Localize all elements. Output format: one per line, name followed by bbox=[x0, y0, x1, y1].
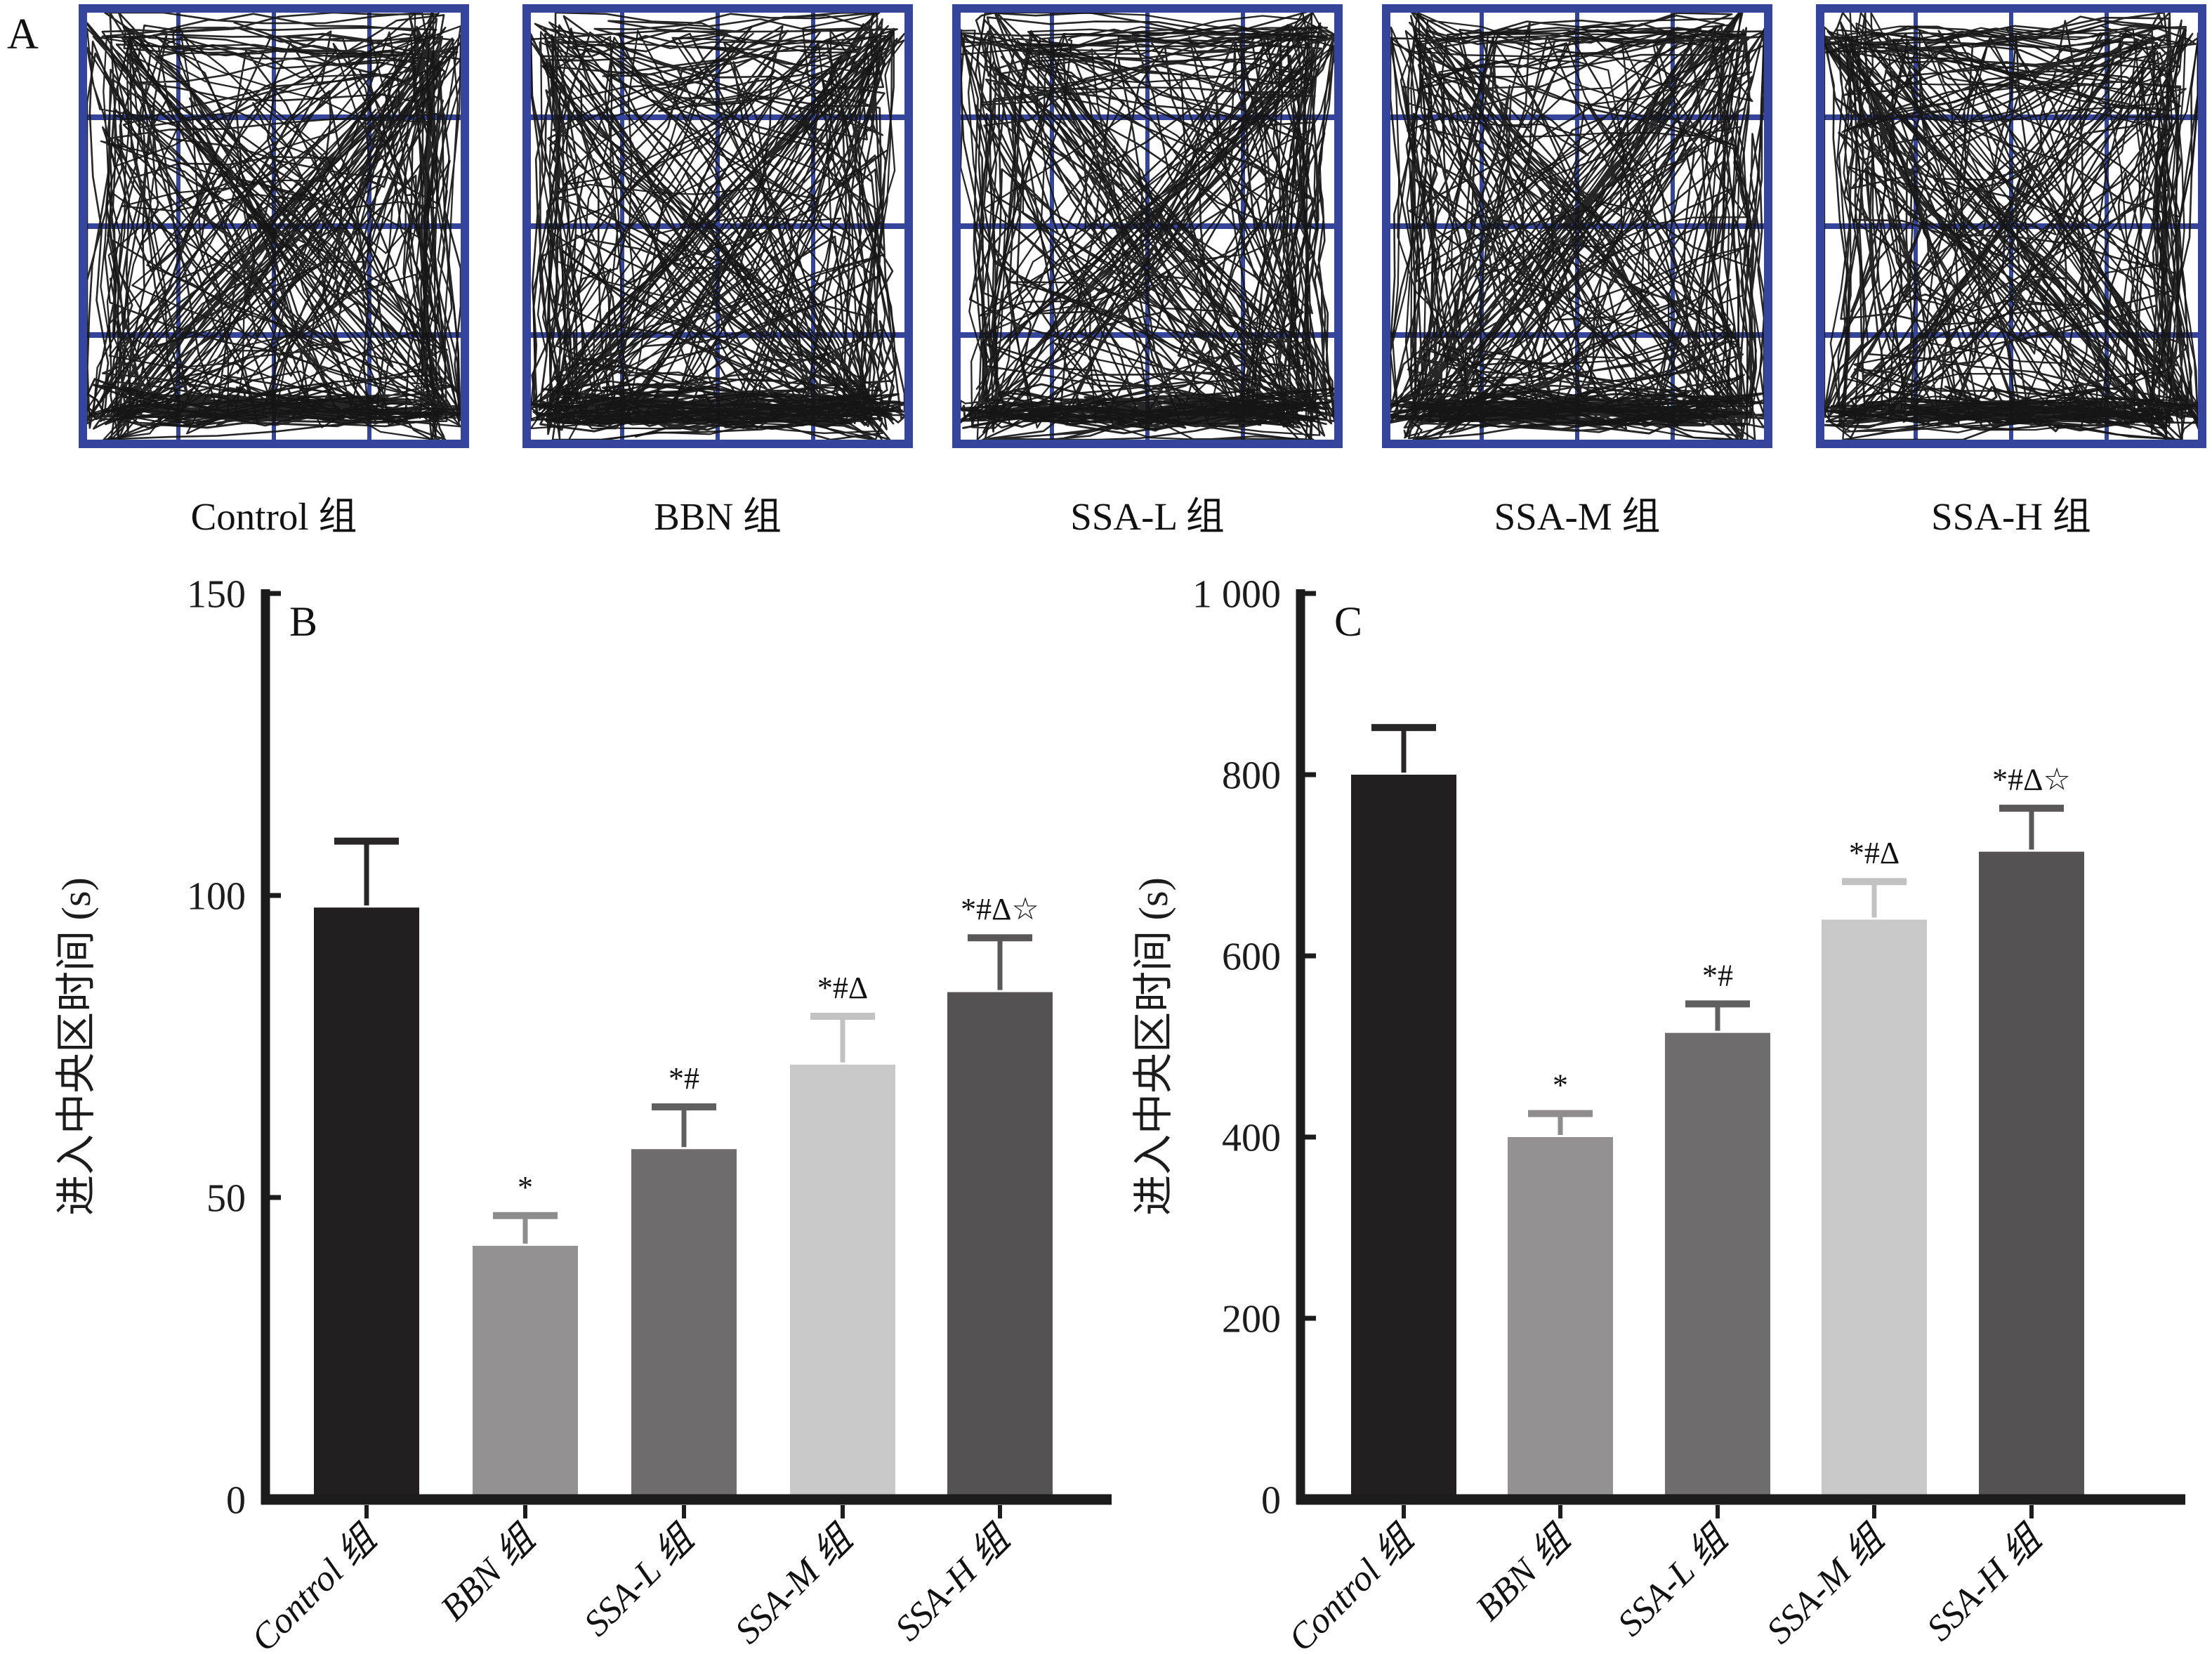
svg-text:0: 0 bbox=[226, 1479, 246, 1523]
svg-text:1 000: 1 000 bbox=[1192, 573, 1281, 617]
svg-text:400: 400 bbox=[1222, 1117, 1281, 1160]
trace-group-ssa-l: SSA-L 组 bbox=[952, 4, 1343, 538]
svg-text:SSA-M 组: SSA-M 组 bbox=[1759, 1517, 1893, 1651]
trace-group-label: SSA-H 组 bbox=[1931, 495, 2091, 538]
svg-text:*#: *# bbox=[669, 1061, 699, 1096]
svg-text:200: 200 bbox=[1222, 1298, 1281, 1341]
svg-text:*#Δ: *#Δ bbox=[817, 971, 868, 1005]
svg-text:BBN 组: BBN 组 bbox=[433, 1517, 545, 1629]
svg-text:50: 50 bbox=[206, 1177, 246, 1221]
svg-text:*#: *# bbox=[1702, 958, 1733, 992]
svg-text:*#Δ☆: *#Δ☆ bbox=[961, 892, 1039, 926]
svg-text:600: 600 bbox=[1222, 936, 1281, 979]
svg-text:150: 150 bbox=[187, 573, 246, 617]
svg-text:进入中央区时间 (s): 进入中央区时间 (s) bbox=[53, 877, 99, 1216]
trace-group-ssa-h: SSA-H 组 bbox=[1816, 4, 2206, 538]
svg-text:*#Δ: *#Δ bbox=[1849, 836, 1900, 870]
trace-group-label: Control 组 bbox=[190, 495, 357, 538]
trace-group-label: BBN 组 bbox=[654, 495, 782, 538]
svg-text:C: C bbox=[1334, 598, 1362, 645]
svg-text:SSA-L 组: SSA-L 组 bbox=[1610, 1517, 1737, 1643]
svg-text:SSA-M 组: SSA-M 组 bbox=[728, 1517, 862, 1651]
trace-plot-ssa-h bbox=[1816, 4, 2206, 448]
svg-text:Control 组: Control 组 bbox=[1281, 1517, 1423, 1654]
trace-plot-ssa-l bbox=[952, 4, 1343, 448]
svg-text:Control 组: Control 组 bbox=[244, 1517, 386, 1654]
trace-group-control: Control 组 bbox=[79, 4, 469, 538]
svg-text:800: 800 bbox=[1222, 754, 1281, 798]
panel-a-letter: A bbox=[7, 11, 39, 58]
svg-text:100: 100 bbox=[187, 875, 246, 919]
trace-group-label: SSA-L 组 bbox=[1070, 495, 1225, 538]
bar-chart-c: 0 200 400 600 800 1 000 进入中央区时间 (s) * *# *#Δ *#Δ☆ C… bbox=[1131, 573, 2185, 1654]
trace-plot-control bbox=[79, 4, 469, 448]
svg-text:B: B bbox=[289, 598, 317, 645]
trace-plot-bbn bbox=[522, 4, 913, 448]
trace-group-ssa-m: SSA-M 组 bbox=[1382, 4, 1772, 538]
svg-text:*: * bbox=[1553, 1068, 1568, 1102]
svg-text:0: 0 bbox=[1261, 1479, 1281, 1523]
svg-text:进入中央区时间 (s): 进入中央区时间 (s) bbox=[1131, 877, 1176, 1216]
svg-text:BBN 组: BBN 组 bbox=[1468, 1517, 1580, 1629]
trace-group-bbn: BBN 组 bbox=[522, 4, 913, 538]
svg-text:*: * bbox=[518, 1170, 533, 1205]
bar-chart-b: 0 50 100 150 进入中央区时间 (s) * *# *#Δ *#Δ☆ Control 组 B… bbox=[53, 573, 1112, 1654]
svg-text:SSA-H 组: SSA-H 组 bbox=[1919, 1517, 2050, 1648]
trace-group-label: SSA-M 组 bbox=[1494, 495, 1661, 538]
svg-text:*#Δ☆: *#Δ☆ bbox=[1992, 763, 2071, 797]
svg-text:SSA-L 组: SSA-L 组 bbox=[577, 1517, 703, 1643]
trace-plot-ssa-m bbox=[1382, 4, 1772, 448]
svg-text:SSA-H 组: SSA-H 组 bbox=[888, 1517, 1019, 1648]
